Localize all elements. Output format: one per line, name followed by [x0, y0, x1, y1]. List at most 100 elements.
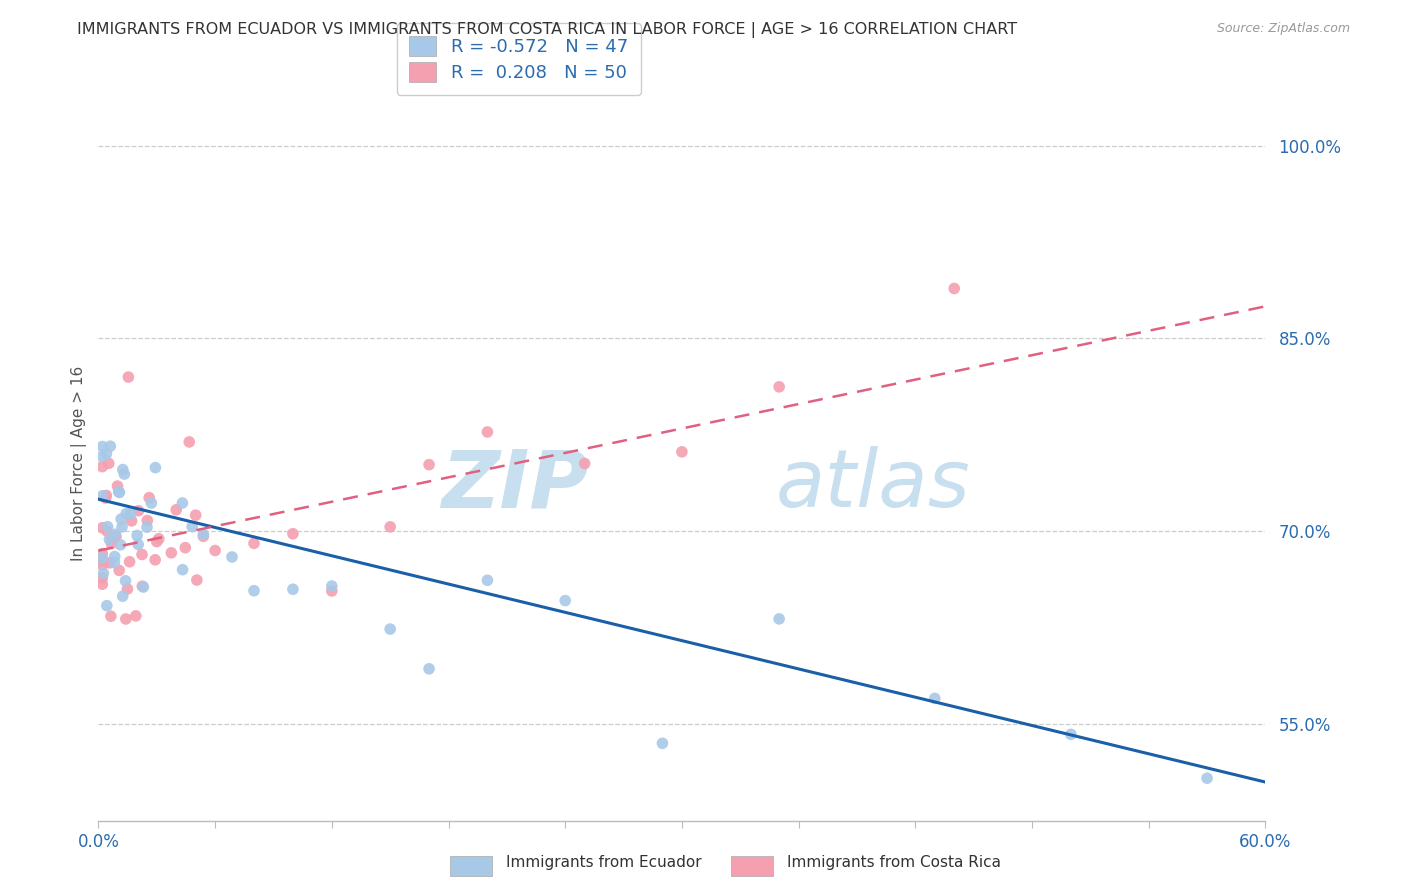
- Point: [1195, 771, 1218, 785]
- Point: [179, 434, 201, 449]
- Point: [91, 571, 114, 585]
- Point: [768, 612, 790, 626]
- Point: [96, 447, 118, 461]
- Point: [477, 425, 499, 439]
- Point: [184, 508, 207, 523]
- Text: atlas: atlas: [775, 446, 970, 524]
- Point: [131, 579, 153, 593]
- Point: [110, 538, 132, 552]
- Point: [100, 609, 122, 624]
- Point: [91, 547, 114, 561]
- Point: [554, 593, 576, 607]
- Point: [108, 563, 131, 577]
- Point: [111, 520, 134, 534]
- Point: [146, 534, 169, 549]
- Point: [91, 553, 114, 567]
- Point: [93, 566, 115, 581]
- Point: [172, 563, 194, 577]
- Point: [160, 546, 183, 560]
- Point: [418, 458, 440, 472]
- Point: [97, 519, 120, 533]
- Point: [127, 528, 149, 542]
- Point: [145, 460, 167, 475]
- Point: [221, 549, 243, 564]
- Point: [172, 496, 194, 510]
- Point: [91, 577, 114, 591]
- Point: [100, 536, 122, 550]
- Point: [204, 543, 226, 558]
- Point: [193, 527, 215, 541]
- Point: [98, 533, 121, 547]
- Point: [148, 532, 170, 546]
- Point: [186, 573, 208, 587]
- Point: [418, 662, 440, 676]
- Point: [243, 536, 266, 550]
- Point: [165, 503, 187, 517]
- Point: [121, 514, 143, 528]
- Legend: R = -0.572   N = 47, R =  0.208   N = 50: R = -0.572 N = 47, R = 0.208 N = 50: [396, 23, 641, 95]
- Point: [477, 574, 499, 588]
- Point: [127, 537, 149, 551]
- Point: [115, 507, 138, 521]
- Point: [91, 558, 114, 572]
- Point: [136, 520, 159, 534]
- Point: [380, 622, 402, 636]
- Point: [108, 485, 131, 500]
- Point: [125, 608, 148, 623]
- Text: Source: ZipAtlas.com: Source: ZipAtlas.com: [1216, 22, 1350, 36]
- Point: [107, 484, 129, 499]
- Point: [120, 507, 142, 521]
- Text: ZIP: ZIP: [441, 446, 589, 524]
- Point: [127, 504, 149, 518]
- Point: [105, 529, 128, 543]
- Point: [96, 524, 118, 538]
- Point: [768, 380, 790, 394]
- Point: [103, 556, 125, 570]
- Point: [91, 489, 114, 503]
- Point: [91, 450, 114, 464]
- Point: [1060, 727, 1083, 741]
- Point: [924, 691, 946, 706]
- Point: [117, 370, 139, 384]
- Text: IMMIGRANTS FROM ECUADOR VS IMMIGRANTS FROM COSTA RICA IN LABOR FORCE | AGE > 16 : IMMIGRANTS FROM ECUADOR VS IMMIGRANTS FR…: [77, 22, 1018, 38]
- Point: [111, 589, 134, 603]
- Point: [321, 583, 343, 598]
- Point: [111, 462, 134, 476]
- Text: Immigrants from Ecuador: Immigrants from Ecuador: [506, 855, 702, 870]
- Y-axis label: In Labor Force | Age > 16: In Labor Force | Age > 16: [72, 367, 87, 561]
- Point: [110, 512, 132, 526]
- Point: [101, 531, 124, 545]
- Point: [98, 556, 121, 570]
- Point: [91, 551, 114, 566]
- Point: [114, 612, 136, 626]
- Point: [136, 514, 159, 528]
- Point: [281, 526, 304, 541]
- Point: [98, 439, 121, 453]
- Point: [91, 521, 114, 535]
- Point: [141, 496, 163, 510]
- Point: [181, 519, 204, 533]
- Point: [281, 582, 304, 597]
- Point: [96, 599, 118, 613]
- Point: [96, 488, 118, 502]
- Point: [91, 440, 114, 454]
- Point: [91, 459, 114, 474]
- Point: [243, 583, 266, 598]
- Point: [380, 520, 402, 534]
- Point: [114, 574, 136, 588]
- Point: [321, 579, 343, 593]
- Point: [104, 527, 127, 541]
- Point: [138, 491, 160, 505]
- Point: [943, 281, 966, 295]
- Point: [97, 457, 120, 471]
- Text: Immigrants from Costa Rica: Immigrants from Costa Rica: [787, 855, 1001, 870]
- Point: [118, 555, 141, 569]
- Point: [193, 529, 215, 543]
- Point: [117, 582, 139, 596]
- Point: [104, 549, 127, 564]
- Point: [574, 457, 596, 471]
- Point: [174, 541, 197, 555]
- Point: [651, 736, 673, 750]
- Point: [132, 580, 155, 594]
- Point: [94, 491, 117, 505]
